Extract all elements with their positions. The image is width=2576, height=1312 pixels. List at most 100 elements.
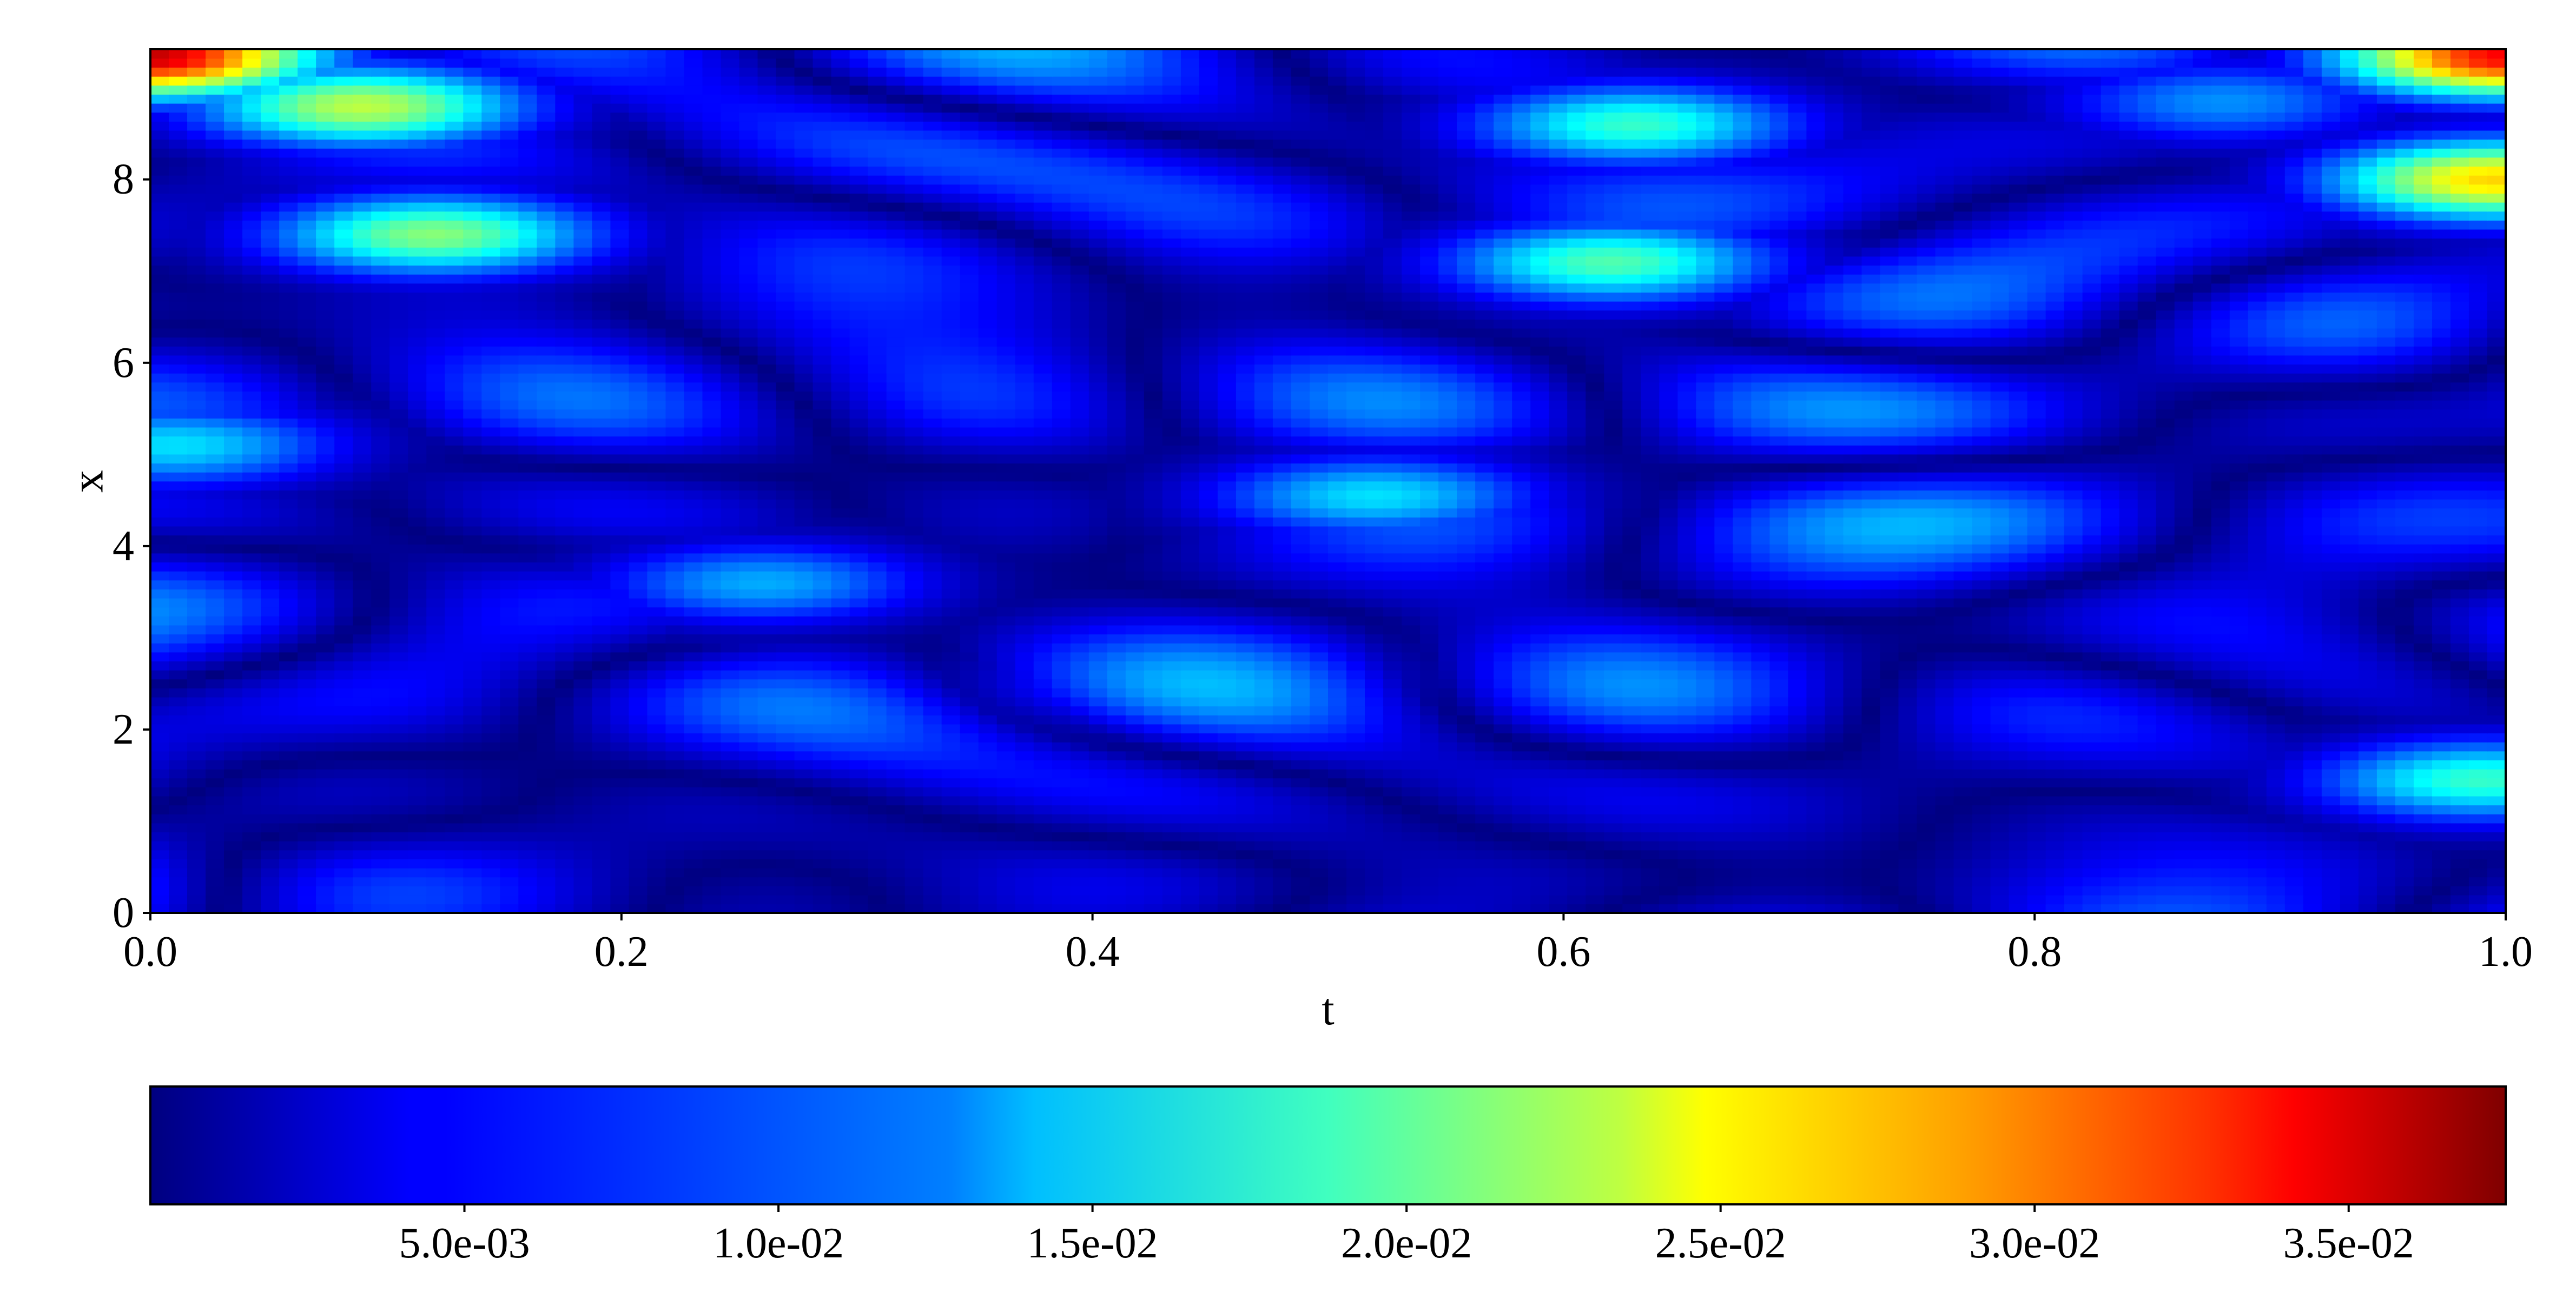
heatmap-cell bbox=[1420, 814, 1439, 824]
heatmap-cell bbox=[2211, 670, 2230, 680]
heatmap-cell bbox=[2009, 867, 2028, 878]
heatmap-cell bbox=[1125, 741, 1145, 752]
heatmap-cell bbox=[1033, 850, 1053, 859]
heatmap-cell bbox=[1033, 634, 1053, 644]
heatmap-cell bbox=[1438, 850, 1457, 859]
heatmap-cell bbox=[1438, 715, 1457, 725]
heatmap-cell bbox=[279, 625, 298, 635]
heatmap-cell bbox=[1659, 850, 1679, 859]
heatmap-cell bbox=[2376, 877, 2396, 886]
heatmap-cell bbox=[849, 894, 869, 905]
heatmap-cell bbox=[1015, 634, 1034, 644]
heatmap-cell bbox=[1604, 607, 1623, 617]
heatmap-cell bbox=[1586, 814, 1605, 824]
heatmap-cell bbox=[1586, 724, 1605, 734]
heatmap-cell bbox=[1383, 751, 1402, 760]
heatmap-cell bbox=[1272, 877, 1292, 886]
heatmap-cell bbox=[1070, 787, 1089, 797]
heatmap-cell bbox=[1125, 634, 1145, 644]
heatmap-cell bbox=[187, 832, 206, 841]
heatmap-cell bbox=[1162, 679, 1181, 688]
heatmap-cell bbox=[1199, 571, 1218, 581]
heatmap-cell bbox=[1475, 706, 1494, 715]
heatmap-cell bbox=[389, 679, 409, 688]
heatmap-cell bbox=[371, 768, 391, 779]
heatmap-cell bbox=[279, 724, 298, 734]
heatmap-cell bbox=[1990, 850, 2010, 859]
heatmap-cell bbox=[2321, 598, 2341, 608]
heatmap-cell bbox=[1972, 751, 1991, 760]
heatmap-cell bbox=[1659, 589, 1679, 599]
heatmap-cell bbox=[813, 642, 832, 653]
heatmap-cell bbox=[2487, 679, 2506, 688]
heatmap-cell bbox=[2266, 625, 2286, 635]
heatmap-cell bbox=[2487, 751, 2506, 760]
heatmap-cell bbox=[206, 607, 224, 617]
heatmap-cell bbox=[573, 598, 593, 608]
heatmap-cell bbox=[187, 661, 206, 671]
heatmap-cell bbox=[978, 778, 998, 787]
heatmap-cell bbox=[1825, 832, 1844, 841]
heatmap-cell bbox=[2174, 642, 2194, 653]
heatmap-cell bbox=[555, 867, 574, 878]
heatmap-cell bbox=[1751, 616, 1771, 626]
heatmap-cell bbox=[702, 814, 722, 824]
heatmap-cell bbox=[2229, 580, 2249, 589]
heatmap-cell bbox=[1033, 670, 1053, 680]
heatmap-cell bbox=[1622, 859, 1642, 869]
heatmap-cell bbox=[1769, 616, 1789, 626]
heatmap-cell bbox=[481, 598, 501, 608]
heatmap-cell bbox=[1861, 625, 1881, 635]
heatmap-cell bbox=[2119, 598, 2138, 608]
heatmap-cell bbox=[1806, 805, 1826, 814]
heatmap-cell bbox=[353, 850, 372, 859]
heatmap-cell bbox=[1953, 724, 1973, 734]
heatmap-cell bbox=[2137, 724, 2157, 734]
heatmap-cell bbox=[868, 760, 887, 770]
heatmap-cell bbox=[1659, 642, 1679, 653]
heatmap-cell bbox=[334, 760, 353, 770]
heatmap-cell bbox=[1457, 796, 1476, 806]
heatmap-cell bbox=[1402, 625, 1421, 635]
heatmap-cell bbox=[1107, 760, 1126, 770]
heatmap-cell bbox=[353, 751, 372, 760]
heatmap-cell bbox=[1806, 741, 1826, 752]
heatmap-cell bbox=[1033, 562, 1053, 572]
heatmap-cell bbox=[960, 715, 979, 725]
heatmap-cell bbox=[500, 904, 519, 913]
heatmap-cell bbox=[1236, 670, 1255, 680]
heatmap-cell bbox=[960, 796, 979, 806]
heatmap-cell bbox=[1953, 805, 1973, 814]
heatmap-cell bbox=[242, 697, 261, 707]
heatmap-cell bbox=[776, 760, 795, 770]
heatmap-cell bbox=[2450, 823, 2469, 833]
heatmap-cell bbox=[1953, 607, 1973, 617]
heatmap-cell bbox=[206, 850, 224, 859]
heatmap-cell bbox=[1861, 652, 1881, 662]
heatmap-cell bbox=[1291, 741, 1310, 752]
heatmap-cell bbox=[1788, 741, 1807, 752]
heatmap-cell bbox=[1898, 751, 1918, 760]
heatmap-cell bbox=[2229, 697, 2249, 707]
heatmap-cell bbox=[187, 679, 206, 688]
heatmap-cell bbox=[1990, 625, 2010, 635]
heatmap-cell bbox=[2156, 697, 2175, 707]
heatmap-cell bbox=[996, 805, 1016, 814]
heatmap-cell bbox=[1402, 778, 1421, 787]
heatmap-cell bbox=[1861, 778, 1881, 787]
heatmap-cell bbox=[1898, 607, 1918, 617]
heatmap-cell bbox=[2101, 787, 2120, 797]
heatmap-cell bbox=[463, 877, 483, 886]
heatmap-cell bbox=[1015, 867, 1034, 878]
heatmap-cell bbox=[481, 616, 501, 626]
heatmap-cell bbox=[2321, 652, 2341, 662]
heatmap-cell bbox=[1107, 886, 1126, 896]
heatmap-cell bbox=[334, 859, 353, 869]
heatmap-cell bbox=[1438, 751, 1457, 760]
heatmap-cell bbox=[389, 796, 409, 806]
heatmap-cell bbox=[1346, 823, 1365, 833]
heatmap-cell bbox=[2101, 598, 2120, 608]
heatmap-cell bbox=[1346, 741, 1365, 752]
heatmap-cell bbox=[2413, 877, 2433, 886]
heatmap-cell bbox=[757, 652, 777, 662]
